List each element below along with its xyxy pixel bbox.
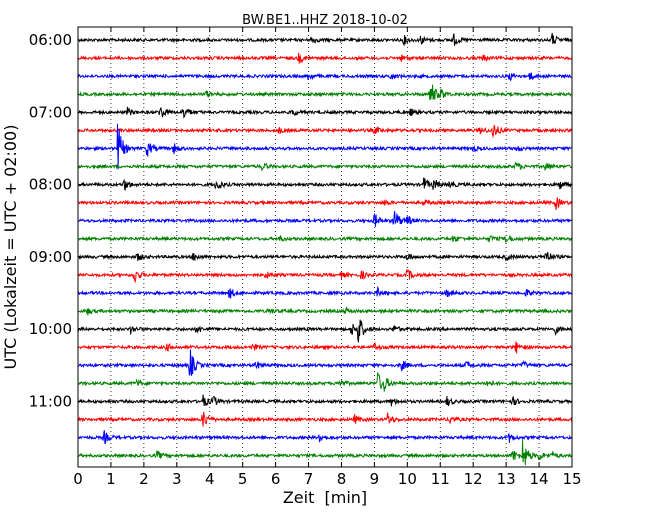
seismic-trace-0845 [77, 234, 573, 243]
x-tick-label: 10 [398, 470, 417, 488]
seismic-trace-0630 [77, 72, 573, 82]
seismic-trace-1030 [77, 349, 573, 376]
plot-frame [77, 26, 573, 468]
seismic-trace-1000 [77, 319, 573, 343]
seismic-trace-1015 [77, 341, 573, 354]
seismic-trace-1045 [77, 372, 573, 392]
seismic-trace-0830 [77, 211, 573, 227]
seismic-trace-1100 [77, 394, 573, 407]
seismic-trace-0730 [77, 123, 573, 170]
x-axis: 0 1 2 3 4 5 6 7 8 9 10 11 12 13 14 15 [73, 27, 582, 488]
x-tick-label: 12 [464, 470, 483, 488]
seismic-trace-0930 [77, 285, 573, 299]
x-tick-label: 0 [73, 470, 83, 488]
seismic-trace-0715 [78, 124, 573, 139]
seismic-trace-0915 [77, 269, 573, 284]
y-tick-label: 10:00 [29, 320, 72, 338]
y-tick-label: 09:00 [29, 248, 72, 266]
seismic-trace-0600 [77, 32, 573, 47]
x-tick-label: 13 [497, 470, 516, 488]
seismic-trace-1115 [77, 411, 573, 427]
x-tick-label: 2 [139, 470, 149, 488]
y-tick-label: 06:00 [29, 31, 72, 49]
seismic-trace-0900 [77, 251, 573, 262]
y-tick-label: 11:00 [29, 392, 72, 410]
x-tick-label: 1 [106, 470, 116, 488]
x-tick-label: 6 [271, 470, 281, 488]
seismic-trace-0800 [77, 177, 573, 191]
x-tick-label: 5 [238, 470, 248, 488]
x-tick-label: 9 [370, 470, 380, 488]
vertical-grid [110, 27, 540, 467]
x-tick-label: 4 [205, 470, 215, 488]
y-tick-label: 07:00 [29, 103, 72, 121]
trace-group [77, 32, 573, 466]
x-tick-label: 3 [172, 470, 182, 488]
x-axis-label: Zeit [min] [283, 488, 367, 507]
seismic-trace-0645 [77, 84, 573, 101]
x-tick-label: 14 [530, 470, 549, 488]
seismic-trace-0815 [77, 197, 573, 211]
y-axis: 06:00 07:00 08:00 09:00 10:00 11:00 [29, 31, 572, 410]
x-tick-label: 8 [337, 470, 347, 488]
y-axis-label: UTC (Lokalzeit = UTC + 02:00) [1, 125, 20, 370]
x-tick-label: 7 [304, 470, 314, 488]
seismic-trace-0700 [77, 106, 573, 119]
chart-title: BW.BE1..HHZ 2018-10-02 [242, 13, 408, 28]
x-tick-label: 11 [431, 470, 450, 488]
y-tick-label: 08:00 [29, 176, 72, 194]
seismic-trace-1145 [77, 440, 573, 466]
seismic-trace-1130 [77, 430, 573, 445]
seismic-trace-0615 [77, 52, 573, 64]
x-tick-label: 15 [562, 470, 581, 488]
seismic-trace-0745 [77, 161, 573, 172]
seismic-trace-0945 [77, 306, 573, 316]
